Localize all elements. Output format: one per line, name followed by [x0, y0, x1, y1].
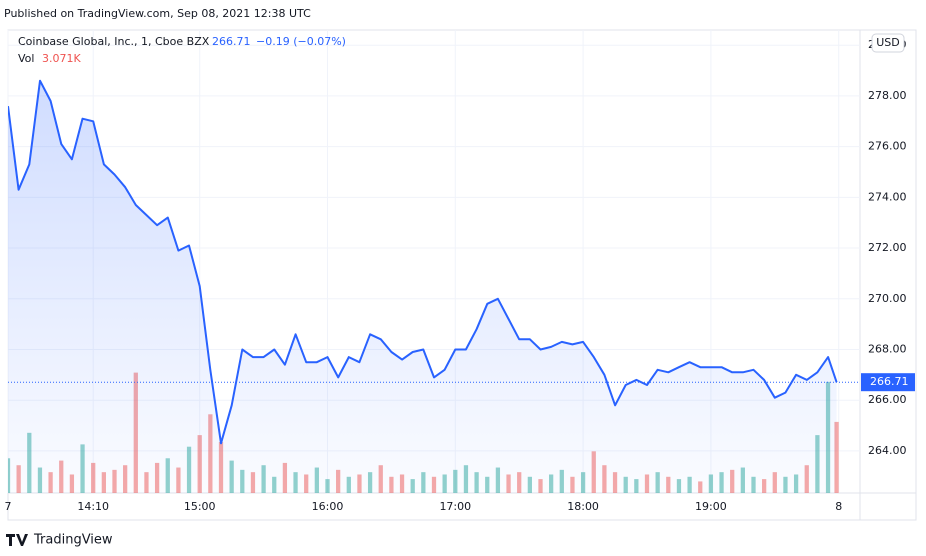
last-price-box: [861, 373, 915, 392]
y-tick-label: 270.00: [868, 292, 907, 305]
x-tick-label: 18:00: [567, 500, 599, 513]
x-tick-label: 14:10: [77, 500, 109, 513]
x-tick-label: 15:00: [184, 500, 216, 513]
x-tick-label: 19:00: [695, 500, 727, 513]
published: Published on TradingView.com, Sep 08, 20…: [4, 7, 311, 20]
y-tick-label: 266.00: [868, 393, 907, 406]
footer: TradingView: [33, 533, 113, 548]
y-tick-label: 264.00: [868, 444, 907, 457]
x-tick-label: 16:00: [312, 500, 344, 513]
last-price-label: 266.71: [870, 375, 909, 388]
y-tick-label: 272.00: [868, 241, 907, 254]
volume-label: Vol: [18, 52, 34, 65]
y-tick-label: 274.00: [868, 190, 907, 203]
y-tick-label: 278.00: [868, 89, 907, 102]
x-tick-label: 17:00: [439, 500, 471, 513]
x-tick-label: 7: [5, 500, 12, 513]
header-change: −0.19 (−0.07%): [256, 35, 346, 48]
header-price: 266.71: [212, 35, 251, 48]
x-tick-label: 8: [835, 500, 842, 513]
area: [8, 80, 837, 493]
volume-value: 3.071K: [42, 52, 81, 65]
y-tick-label: 268.00: [868, 342, 907, 355]
currency[interactable]: USD: [876, 36, 900, 49]
footer-logo: [6, 534, 28, 546]
price-line: [8, 79, 838, 445]
currency-box[interactable]: [871, 33, 905, 53]
chart-title: Coinbase Global, Inc., 1, Cboe BZX: [18, 35, 210, 48]
y-tick-label: 276.00: [868, 140, 907, 153]
